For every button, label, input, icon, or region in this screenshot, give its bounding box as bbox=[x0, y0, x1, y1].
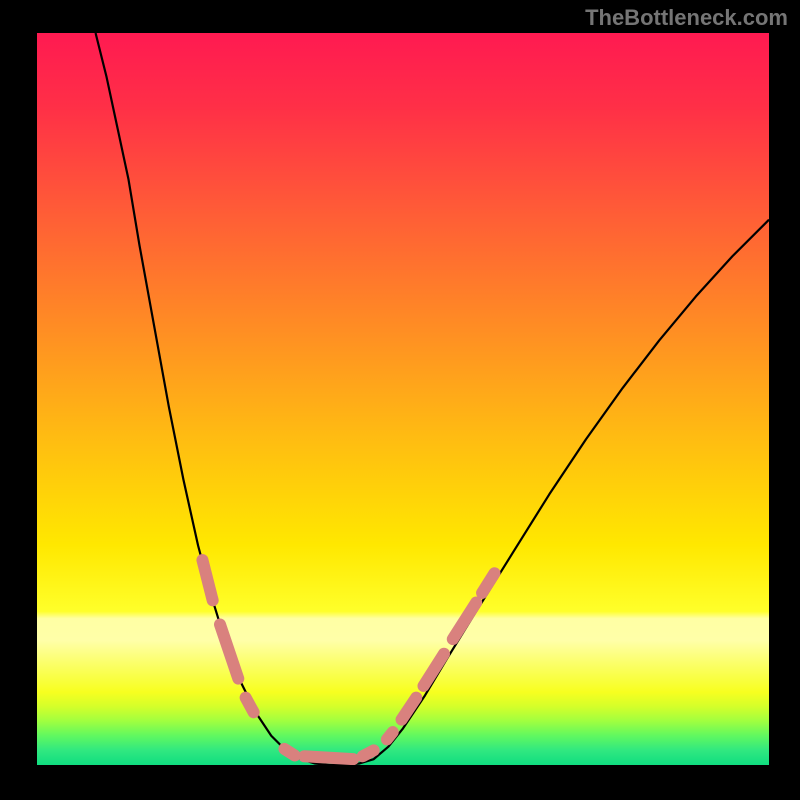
highlight-segment bbox=[482, 573, 494, 593]
highlight-segment bbox=[304, 756, 353, 759]
highlight-segment bbox=[402, 698, 417, 720]
bottleneck-curve-svg bbox=[37, 33, 769, 765]
highlight-segment bbox=[246, 698, 254, 713]
plot-area bbox=[37, 33, 769, 765]
highlight-segment bbox=[387, 732, 393, 739]
highlight-segment bbox=[202, 560, 212, 600]
highlight-segment bbox=[284, 749, 294, 756]
highlight-segment bbox=[220, 624, 238, 678]
highlight-segment bbox=[453, 603, 476, 640]
watermark-text: TheBottleneck.com bbox=[585, 5, 788, 31]
bottleneck-curve bbox=[96, 33, 769, 765]
highlight-segment bbox=[363, 750, 374, 756]
highlight-segments bbox=[202, 560, 494, 759]
